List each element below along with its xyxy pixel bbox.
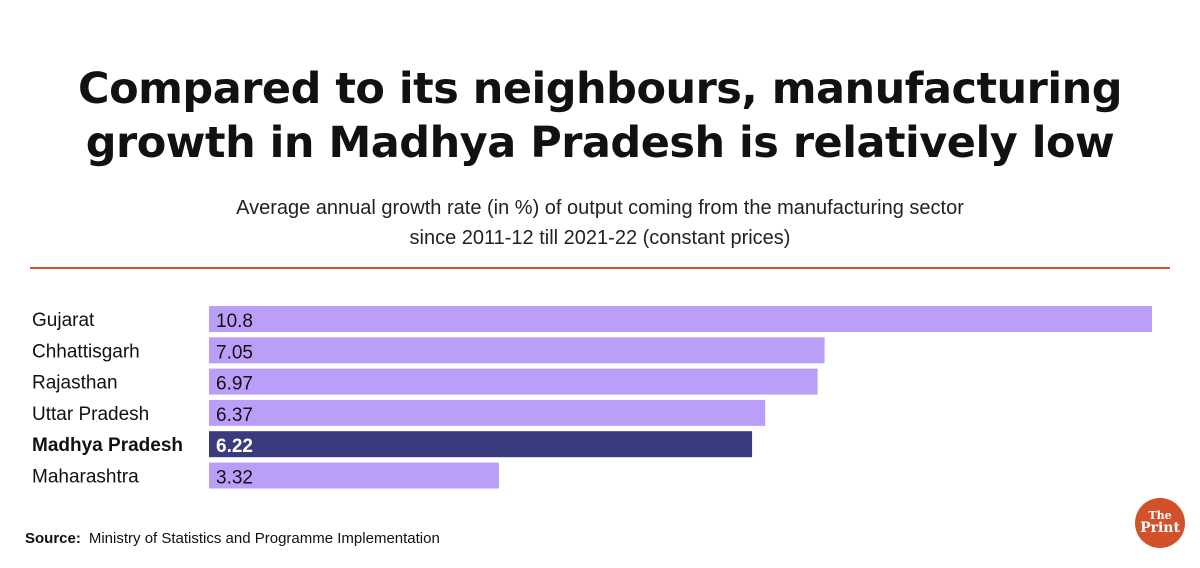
bar xyxy=(209,462,499,489)
bar xyxy=(209,337,825,364)
title-line-2: growth in Madhya Pradesh is relatively l… xyxy=(85,118,1115,168)
chart-subtitle: Average annual growth rate (in %) of out… xyxy=(0,193,1200,253)
category-label: Rajasthan xyxy=(32,373,118,394)
data-label: 6.22 xyxy=(216,436,253,457)
category-label: Maharashtra xyxy=(32,467,139,488)
bar xyxy=(209,431,753,458)
subtitle-line-1: Average annual growth rate (in %) of out… xyxy=(236,197,964,219)
category-label: Gujarat xyxy=(32,310,95,331)
chart-title: Compared to its neighbours, manufacturin… xyxy=(0,62,1200,170)
category-label: Uttar Pradesh xyxy=(32,404,149,425)
subtitle-line-2: since 2011-12 till 2021-22 (constant pri… xyxy=(409,227,791,249)
bar xyxy=(209,399,766,426)
data-label: 6.37 xyxy=(216,405,253,426)
data-label: 3.32 xyxy=(216,468,253,489)
category-label: Madhya Pradesh xyxy=(32,435,183,456)
logo-text-2: Print xyxy=(1140,520,1180,536)
title-line-1: Compared to its neighbours, manufacturin… xyxy=(78,64,1122,114)
source-note: Source: Ministry of Statistics and Progra… xyxy=(25,530,440,547)
source-label: Source: xyxy=(25,530,81,547)
bar xyxy=(209,368,818,395)
divider xyxy=(30,267,1170,269)
source-text: Ministry of Statistics and Programme Imp… xyxy=(88,530,440,547)
category-label: Chhattisgarh xyxy=(32,341,140,362)
data-label: 7.05 xyxy=(216,342,253,363)
logo-text-1: The xyxy=(1148,509,1172,522)
theprint-logo: The Print xyxy=(1135,498,1185,548)
data-label: 10.8 xyxy=(216,311,253,332)
data-label: 6.97 xyxy=(216,374,253,395)
bar xyxy=(209,306,1152,332)
